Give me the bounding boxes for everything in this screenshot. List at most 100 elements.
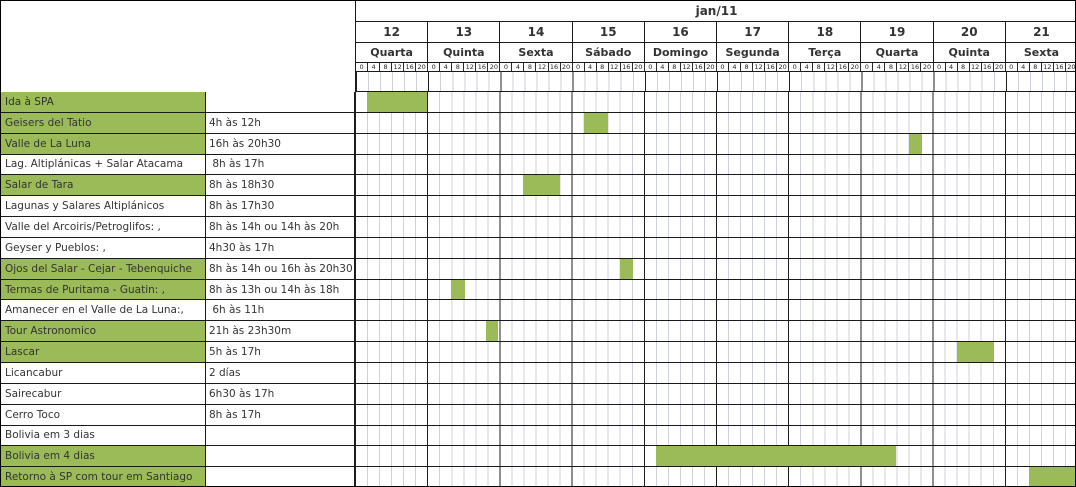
activity-time-cell[interactable] [206,446,355,468]
hour-tick-cell[interactable]: 4 [657,63,669,71]
day-header-cell[interactable]: 13 [428,22,501,43]
hour-tick-cell[interactable]: 20 [488,63,501,71]
activity-time-cell[interactable]: 5h às 17h [206,342,355,363]
hour-tick-cell[interactable]: 8 [597,63,609,71]
day-header-cell[interactable]: 19 [861,22,934,43]
hour-tick-cell[interactable]: 8 [813,63,826,71]
gantt-row-cells[interactable] [355,279,1075,301]
hour-tick-cell[interactable]: 12 [536,63,549,71]
weekday-header-cell[interactable]: Domingo [644,43,718,63]
hour-tick-cell[interactable]: 4 [585,63,597,71]
hour-tick-cell[interactable]: 12 [681,63,693,71]
hour-tick-cell[interactable]: 16 [837,63,850,71]
activity-time-cell[interactable]: 8h às 17h30 [206,196,355,218]
gantt-row-cells[interactable] [355,92,1075,113]
gantt-bar[interactable] [908,133,923,154]
hour-tick-cell[interactable]: 0 [717,63,729,71]
hour-tick-cell[interactable]: 4 [801,63,814,71]
hour-tick-cell[interactable]: 4 [512,63,525,71]
gantt-row-cells[interactable] [355,342,1075,363]
activity-label-cell[interactable]: Geisers del Tatio [1,112,206,134]
activity-label-cell[interactable]: Ojos del Salar - Cejar - Tebenquiche [1,258,206,280]
gantt-row-cells[interactable] [355,425,1075,447]
gantt-bar[interactable] [583,112,608,133]
activity-time-cell[interactable]: 16h às 20h30 [206,133,355,155]
hour-tick-cell[interactable]: 16 [909,63,922,71]
activity-label-cell[interactable]: Retorno à SP com tour em Santiago [1,467,206,486]
hour-tick-cell[interactable]: 8 [452,63,465,71]
day-header-cell[interactable]: 15 [572,22,645,43]
hour-tick-cell[interactable]: 0 [356,63,369,71]
hour-tick-cell[interactable]: 4 [368,63,381,71]
activity-label-cell[interactable]: Geyser y Pueblos: , [1,237,206,259]
hour-tick-cell[interactable]: 20 [849,63,862,71]
hour-tick-cell[interactable]: 4 [1018,63,1030,71]
gantt-bar[interactable] [451,279,465,300]
activity-label-cell[interactable]: Cerro Toco [1,404,206,426]
hour-tick-cell[interactable]: 20 [705,63,717,71]
activity-time-cell[interactable] [206,467,355,486]
day-header-cell[interactable]: 12 [356,22,429,43]
day-header-cell[interactable]: 16 [644,22,718,43]
activity-time-cell[interactable] [206,92,355,113]
gantt-row-cells[interactable] [355,383,1075,405]
hour-tick-cell[interactable]: 12 [825,63,838,71]
gantt-bar[interactable] [367,92,428,112]
day-header-cell[interactable]: 18 [789,22,862,43]
activity-time-cell[interactable]: 8h às 18h30 [206,175,355,197]
hour-tick-cell[interactable]: 4 [440,63,453,71]
weekday-header-cell[interactable]: Quinta [933,43,1006,63]
activity-label-cell[interactable]: Termas de Puritama - Guatin: , [1,279,206,301]
activity-label-cell[interactable]: Salar de Tara [1,175,206,197]
weekday-header-cell[interactable]: Terça [789,43,862,63]
hour-tick-cell[interactable]: 8 [958,63,970,71]
hour-tick-cell[interactable]: 0 [573,63,585,71]
activity-time-cell[interactable]: 2 días [206,362,355,384]
activity-time-cell[interactable]: 8h às 14h ou 16h às 20h30 [206,258,355,280]
hour-tick-cell[interactable]: 0 [789,63,802,71]
activity-time-cell[interactable]: 4h às 12h [206,112,355,134]
weekday-header-cell[interactable]: Sexta [1005,43,1075,63]
weekday-header-cell[interactable]: Quinta [428,43,501,63]
activity-label-cell[interactable]: Valle de La Luna [1,133,206,155]
hour-tick-cell[interactable]: 12 [897,63,910,71]
hour-tick-cell[interactable]: 12 [609,63,621,71]
hour-tick-cell[interactable]: 16 [404,63,417,71]
activity-label-cell[interactable]: Licancabur [1,362,206,384]
hour-tick-cell[interactable]: 20 [561,63,573,71]
hour-tick-cell[interactable]: 16 [1054,63,1066,71]
gantt-bar[interactable] [956,342,995,362]
activity-label-cell[interactable]: Lag. Altiplánicas + Salar Atacama [1,154,206,176]
gantt-bar[interactable] [655,446,897,467]
hour-tick-cell[interactable]: 0 [428,63,441,71]
gantt-row-cells[interactable] [355,467,1075,486]
hour-tick-cell[interactable]: 4 [873,63,886,71]
hour-tick-cell[interactable]: 20 [777,63,790,71]
hour-tick-cell[interactable]: 4 [729,63,741,71]
hour-tick-cell[interactable]: 16 [693,63,705,71]
day-header-cell[interactable]: 21 [1005,22,1075,43]
activity-time-cell[interactable]: 21h às 23h30m [206,321,355,343]
activity-time-cell[interactable]: 8h às 17h [206,154,355,176]
hour-tick-cell[interactable]: 16 [621,63,633,71]
gantt-bar[interactable] [485,321,498,342]
hour-tick-cell[interactable]: 16 [982,63,994,71]
hour-tick-cell[interactable]: 8 [669,63,681,71]
gantt-row-cells[interactable] [355,446,1075,468]
day-header-cell[interactable]: 14 [500,22,573,43]
hour-tick-cell[interactable]: 0 [1006,63,1018,71]
hour-tick-cell[interactable]: 20 [994,63,1006,71]
gantt-row-cells[interactable] [355,362,1075,384]
activity-label-cell[interactable]: Amanecer en el Valle de La Luna:, [1,300,206,322]
activity-time-cell[interactable] [206,425,355,447]
activity-time-cell[interactable]: 6h30 às 17h [206,383,355,405]
hour-tick-cell[interactable]: 4 [946,63,958,71]
hour-tick-cell[interactable]: 8 [741,63,754,71]
hour-tick-cell[interactable]: 20 [633,63,645,71]
hour-tick-cell[interactable]: 0 [500,63,513,71]
activity-label-cell[interactable]: Valle del Arcoiris/Petroglifos: , [1,217,206,238]
gantt-row-cells[interactable] [355,154,1075,176]
hour-tick-cell[interactable]: 16 [476,63,489,71]
hour-tick-cell[interactable]: 12 [464,63,477,71]
hour-tick-cell[interactable]: 0 [645,63,657,71]
